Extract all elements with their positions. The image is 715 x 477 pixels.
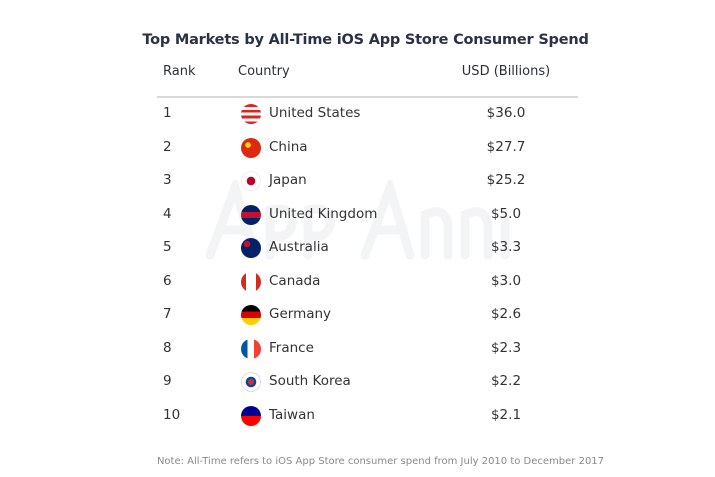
table-row: 10 Taiwan $2.1 (0, 405, 715, 427)
country-cell: Germany (269, 306, 332, 322)
usd-cell: $2.2 (490, 373, 522, 389)
table-row: 9 South Korea $2.2 (0, 372, 715, 393)
header-country: Country (238, 64, 290, 79)
country-cell: United States (269, 105, 361, 121)
usd-cell: $3.3 (490, 239, 522, 255)
fr-flag-icon (241, 338, 261, 359)
header-rank: Rank (163, 64, 196, 79)
page-title: Top Markets by All-Time iOS App Store Co… (142, 32, 589, 48)
cn-flag-icon (241, 137, 261, 158)
rank-cell: 5 (163, 239, 172, 255)
usd-cell: $2.3 (490, 339, 522, 356)
country-cell: Canada (269, 272, 321, 289)
usd-cell: $3.0 (490, 272, 522, 289)
table-row: 7 Germany $2.6 (0, 305, 715, 326)
rank-cell: 9 (163, 373, 172, 389)
rank-cell: 1 (163, 105, 172, 121)
jp-flag-icon (241, 171, 261, 191)
gb-flag-icon (241, 204, 261, 225)
header-divider (157, 96, 578, 98)
table-row: 3 Japan $25.2 (0, 171, 715, 192)
tw-flag-icon (241, 405, 261, 426)
footnote: Note: All-Time refers to iOS App Store c… (156, 456, 605, 467)
table-row: 2 China $27.7 (0, 137, 715, 159)
ca-flag-icon (241, 271, 261, 292)
country-cell: China (269, 138, 308, 155)
table-row: 6 Canada $3.0 (0, 271, 715, 293)
us-flag-icon (241, 104, 261, 124)
de-flag-icon (241, 305, 261, 325)
usd-cell: $36.0 (486, 105, 526, 121)
usd-cell: $5.0 (490, 205, 522, 222)
rank-cell: 4 (163, 205, 172, 222)
country-cell: Taiwan (269, 406, 315, 423)
usd-cell: $2.6 (490, 306, 522, 322)
country-cell: United Kingdom (269, 205, 378, 222)
usd-cell: $2.1 (490, 406, 522, 423)
usd-cell: $27.7 (486, 138, 526, 155)
au-flag-icon (241, 238, 261, 258)
table-row: 4 United Kingdom $5.0 (0, 204, 715, 226)
table-row: 1 United States $36.0 (0, 104, 715, 125)
country-cell: South Korea (269, 373, 351, 389)
country-cell: France (269, 339, 314, 356)
rank-cell: 8 (163, 339, 172, 356)
country-cell: Japan (269, 172, 307, 188)
usd-cell: $25.2 (486, 172, 526, 188)
kr-flag-icon (241, 372, 261, 392)
table-row: 5 Australia $3.3 (0, 238, 715, 259)
header-usd: USD (Billions) (461, 64, 551, 79)
rank-cell: 10 (163, 406, 181, 423)
rank-cell: 6 (163, 272, 172, 289)
rank-cell: 2 (163, 138, 172, 155)
rank-cell: 3 (163, 172, 172, 188)
table-row: 8 France $2.3 (0, 338, 715, 360)
country-cell: Australia (269, 239, 329, 255)
rank-cell: 7 (163, 306, 172, 322)
